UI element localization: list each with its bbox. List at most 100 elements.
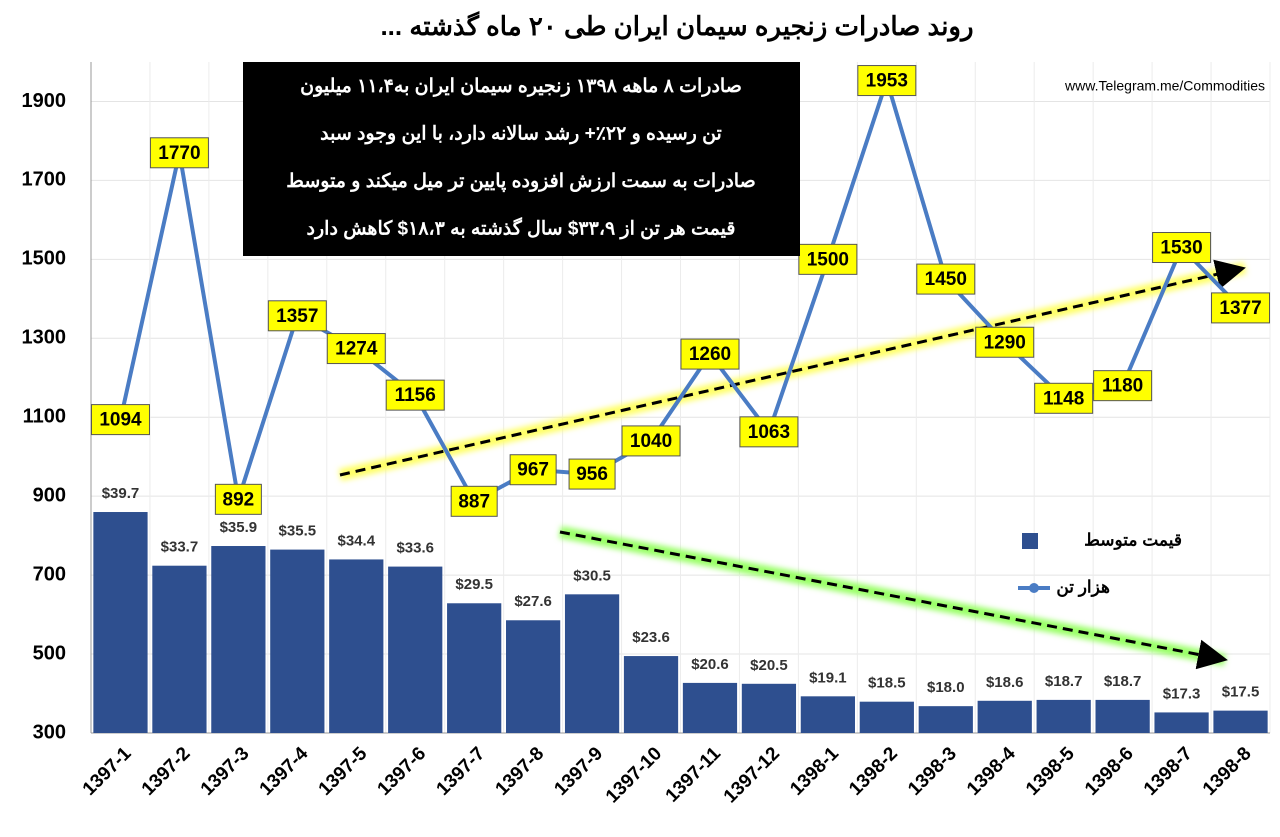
y-tick-label: 1500 [22, 248, 67, 270]
bar-label: $19.1 [809, 669, 847, 686]
line-label: 1148 [1043, 388, 1084, 409]
label-box [916, 263, 976, 295]
bar [1154, 712, 1209, 733]
trend-arrow [559, 530, 1228, 670]
bar [447, 603, 502, 733]
y-tick-label: 1900 [22, 90, 67, 112]
y-tick-label: 1100 [23, 406, 66, 428]
bar-label: $33.6 [396, 540, 434, 557]
annotation-box [243, 62, 800, 256]
bar [977, 700, 1032, 733]
bar-label: $27.6 [514, 593, 552, 610]
bar-label: $18.7 [1104, 673, 1142, 690]
y-tick-label: 500 [33, 642, 66, 664]
line-label: 1530 [1160, 238, 1202, 259]
y-tick-label: 1300 [22, 327, 67, 349]
line-label: 887 [458, 491, 490, 512]
bar [1213, 710, 1268, 733]
label-box [1152, 232, 1212, 264]
bar-label: $29.5 [455, 576, 493, 593]
label-box [326, 333, 386, 365]
label-box [568, 458, 616, 490]
label-box [509, 454, 557, 486]
line-label: 1274 [335, 339, 378, 360]
line-label: 1063 [748, 422, 790, 443]
y-tick-label: 900 [33, 484, 66, 506]
label-box [857, 65, 917, 97]
line-label: 967 [517, 460, 549, 481]
bar-label: $20.6 [691, 656, 729, 673]
chart-title: روند صادرات زنجیره سیمان ایران طی ۲۰ ماه… [380, 11, 973, 42]
bar [152, 565, 207, 733]
label-box [975, 326, 1035, 358]
line-label: 1953 [866, 71, 908, 92]
line-label: 1450 [925, 269, 967, 290]
bar [564, 594, 620, 733]
bar [211, 546, 266, 733]
label-box [798, 243, 858, 275]
bar-label: $35.9 [220, 519, 258, 536]
bar [388, 566, 443, 733]
line-label: 1357 [276, 306, 318, 327]
bar-label: $35.5 [279, 523, 317, 540]
bar-label: $18.7 [1045, 673, 1083, 690]
line-label: 1094 [99, 410, 142, 431]
bar-label: $17.5 [1222, 684, 1260, 701]
legend-label: قیمت متوسط [1084, 530, 1182, 550]
line-label: 956 [576, 464, 608, 485]
label-box [90, 404, 150, 436]
bar [623, 656, 679, 733]
bar [270, 549, 325, 733]
bar-label: $17.3 [1163, 685, 1201, 702]
bar [741, 683, 797, 733]
line-label: 1040 [630, 431, 672, 452]
label-box [1211, 292, 1271, 324]
legend-swatch [1029, 583, 1039, 593]
source: www.Telegram.me/Commodities [1064, 78, 1265, 94]
label-box [680, 338, 740, 370]
bar-label: $18.6 [986, 674, 1024, 691]
line-label: 892 [223, 489, 255, 510]
annotation: صادرات ۸ ماهه ۱۳۹۸ زنجیره سیمان ایران به… [286, 76, 755, 240]
legend-swatch [1022, 533, 1038, 549]
line-label: 1377 [1219, 298, 1261, 319]
bars: $39.7 $33.7 $35.9 $35.5 $34.4 $33.6 $29.5 $27.6… [93, 485, 1268, 733]
annotation-line: صادرات ۸ ماهه ۱۳۹۸ زنجیره سیمان ایران به… [300, 76, 742, 97]
label-box [214, 483, 262, 515]
annotation-line: قیمت هر تن از ۳۳،۹$ سال گذشته به ۱۸،۳$ ک… [307, 217, 736, 240]
bar [682, 682, 738, 733]
bar-label: $34.4 [338, 532, 376, 549]
bar [1036, 699, 1091, 733]
label-box [1093, 370, 1153, 402]
annotation-line: تن رسیده و ۲۲٪+ رشد سالانه دارد، با این … [320, 124, 722, 145]
legend-label: هزار تن [1056, 577, 1110, 597]
label-box [385, 379, 445, 411]
annotation-line: صادرات به سمت ارزش افزوده پایین تر میل م… [286, 171, 755, 192]
bar-label: $23.6 [632, 629, 670, 646]
line-label: 1500 [807, 249, 849, 270]
bar [1095, 699, 1150, 733]
label-box [1034, 382, 1094, 414]
label-box [450, 485, 498, 517]
bar [506, 620, 561, 733]
bar [859, 701, 914, 733]
y-tick-label: 300 [33, 721, 66, 743]
bar [93, 512, 148, 733]
line-label: 1290 [984, 332, 1026, 353]
y-tick-label: 1700 [22, 169, 67, 191]
label-box [149, 137, 209, 169]
line-label: 1260 [689, 344, 731, 365]
y-tick-label: 700 [33, 563, 66, 585]
bar-label: $33.7 [161, 539, 199, 556]
bar-label: $30.5 [573, 567, 611, 584]
bar [800, 696, 855, 733]
trend-arrow [339, 259, 1246, 477]
label-box [267, 300, 327, 332]
label-box [739, 416, 799, 448]
bar [329, 559, 384, 733]
bar-label: $18.0 [927, 679, 965, 696]
line-label: 1180 [1102, 376, 1143, 397]
bar-label: $18.5 [868, 675, 906, 692]
bar-label: $39.7 [102, 485, 140, 502]
